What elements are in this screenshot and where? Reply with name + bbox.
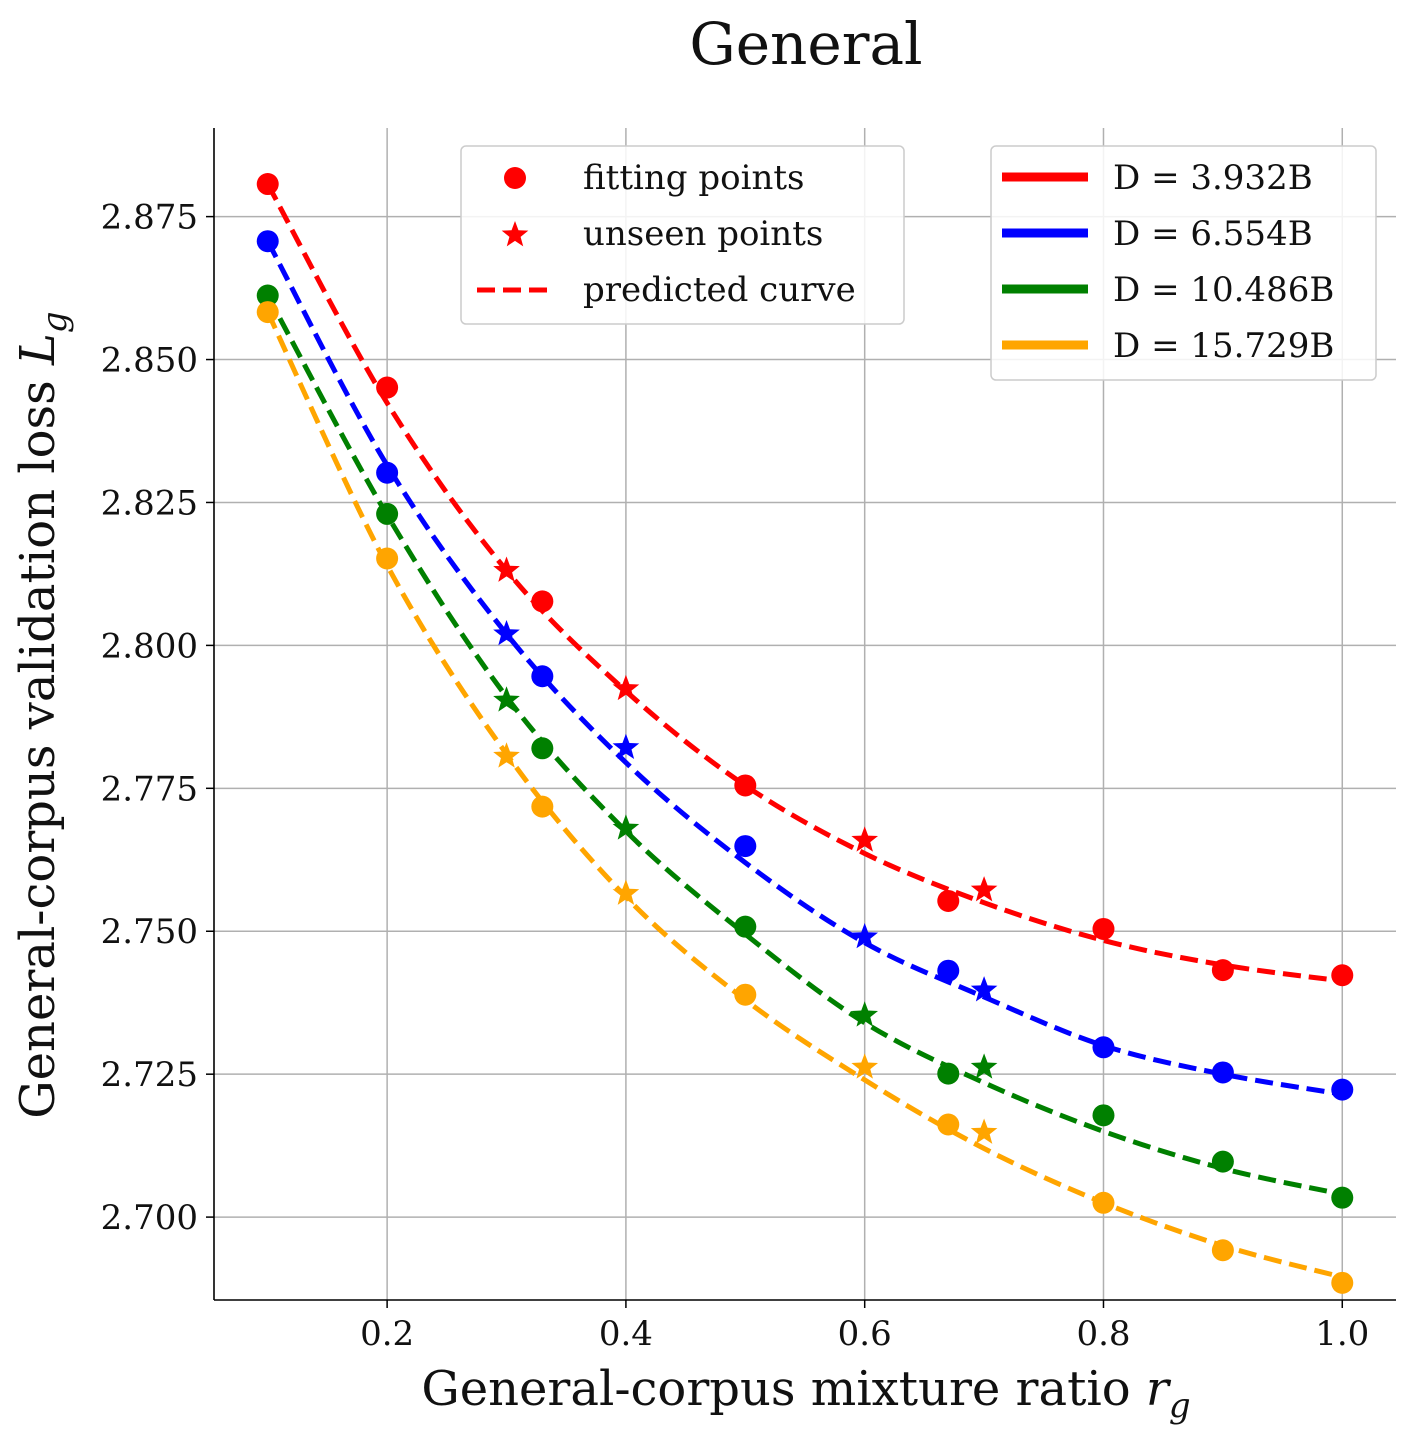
unseen-point-series-1 (851, 826, 879, 852)
fitting-point-series-4 (734, 983, 757, 1006)
unseen-point-series-2 (612, 733, 640, 760)
x-tick-label: 0.6 (838, 1314, 892, 1354)
fitting-point-series-1 (1211, 959, 1234, 982)
y-tick-label: 2.850 (101, 341, 198, 381)
fitting-point-series-1 (937, 889, 960, 912)
fitting-point-series-3 (1092, 1104, 1115, 1127)
fitting-point-series-4 (1331, 1271, 1354, 1294)
predicted-curve-series-4 (265, 311, 1343, 1280)
fitting-point-series-3 (734, 915, 757, 938)
unseen-point-series-2 (493, 619, 520, 646)
fitting-point-series-1 (376, 376, 399, 399)
fitting-point-series-2 (376, 461, 399, 484)
x-tick-label: 0.4 (599, 1314, 653, 1354)
y-axis-ticks: 2.700 2.725 2.750 2.775 2.800 2.825 2.850 2.875 (101, 198, 214, 1238)
legend-icon-star (501, 221, 529, 247)
fitting-point-series-4 (1092, 1191, 1115, 1214)
x-tick-label: 0.8 (1076, 1314, 1130, 1354)
fitting-point-series-2 (531, 665, 554, 688)
y-tick-label: 2.825 (101, 483, 198, 523)
legend-label-predicted-curve: predicted curve (583, 270, 856, 310)
fitting-point-series-4 (531, 795, 554, 818)
legend-icon-circle (504, 167, 526, 189)
fitting-point-series-3 (376, 502, 399, 525)
axes (213, 128, 1396, 1301)
predicted-curve-series-3 (265, 294, 1343, 1197)
y-tick-label: 2.700 (101, 1198, 198, 1238)
unseen-point-series-2 (851, 922, 879, 949)
unseen-point-series-3 (851, 1001, 879, 1027)
fitting-point-series-2 (1331, 1078, 1354, 1101)
legend-label-fitting-points: fitting points (583, 158, 804, 198)
fitting-point-series-4 (376, 547, 399, 570)
data-markers (256, 173, 1354, 1294)
fitting-point-series-2 (1092, 1036, 1115, 1059)
fitting-point-series-4 (937, 1113, 960, 1136)
fitting-point-series-2 (256, 230, 279, 253)
x-axis-label: General-corpus mixture ratio rg (421, 1361, 1190, 1426)
unseen-point-series-4 (493, 742, 520, 768)
fitting-point-series-4 (256, 301, 279, 324)
legend-label-series-3: D = 10.486B (1113, 270, 1334, 310)
x-tick-label: 1.0 (1315, 1314, 1369, 1354)
unseen-point-series-1 (612, 674, 640, 701)
legend-label-series-4: D = 15.729B (1113, 326, 1334, 366)
legend-label-unseen-points: unseen points (583, 214, 823, 254)
y-tick-label: 2.725 (101, 1055, 198, 1095)
unseen-point-series-4 (970, 1118, 998, 1144)
y-tick-label: 2.775 (101, 769, 198, 809)
legend-label-series-2: D = 6.554B (1113, 214, 1313, 254)
y-tick-label: 2.750 (101, 912, 198, 952)
unseen-point-series-4 (612, 879, 640, 905)
fitting-point-series-3 (937, 1062, 960, 1085)
unseen-point-series-3 (612, 814, 640, 840)
fitting-point-series-2 (734, 835, 757, 858)
fitting-point-series-3 (1331, 1186, 1354, 1209)
fitting-point-series-3 (531, 737, 554, 760)
fitting-point-series-1 (1331, 964, 1354, 987)
marker-legend: fitting points unseen points predicted c… (460, 145, 905, 325)
fitting-point-series-3 (1211, 1150, 1234, 1173)
y-tick-label: 2.800 (101, 626, 198, 666)
unseen-point-series-4 (851, 1053, 879, 1079)
fitting-point-series-1 (256, 173, 279, 196)
y-axis-label: General-corpus validation loss Lg (10, 311, 75, 1118)
fitting-point-series-2 (1211, 1061, 1234, 1084)
fitting-point-series-2 (937, 959, 960, 982)
fitting-point-series-4 (1211, 1239, 1234, 1262)
x-tick-label: 0.2 (360, 1314, 414, 1354)
fitting-point-series-1 (734, 774, 757, 797)
unseen-point-series-3 (493, 686, 520, 712)
x-axis-ticks: 0.2 0.4 0.6 0.8 1.0 (360, 1300, 1369, 1354)
y-tick-label: 2.875 (101, 198, 198, 238)
fitting-point-series-1 (1092, 917, 1115, 940)
legend-label-series-1: D = 3.932B (1113, 158, 1313, 198)
unseen-point-series-1 (970, 876, 998, 902)
marker-legend-frame (460, 145, 905, 325)
unseen-point-series-3 (970, 1053, 998, 1079)
fitting-point-series-3 (256, 284, 279, 307)
series-legend-frame (990, 145, 1377, 381)
chart-title: General (689, 10, 922, 78)
series-legend: D = 3.932B D = 6.554B D = 10.486B D = 15… (990, 145, 1377, 381)
unseen-point-series-1 (493, 556, 520, 582)
unseen-point-series-2 (970, 976, 998, 1002)
fitting-point-series-1 (531, 590, 554, 613)
